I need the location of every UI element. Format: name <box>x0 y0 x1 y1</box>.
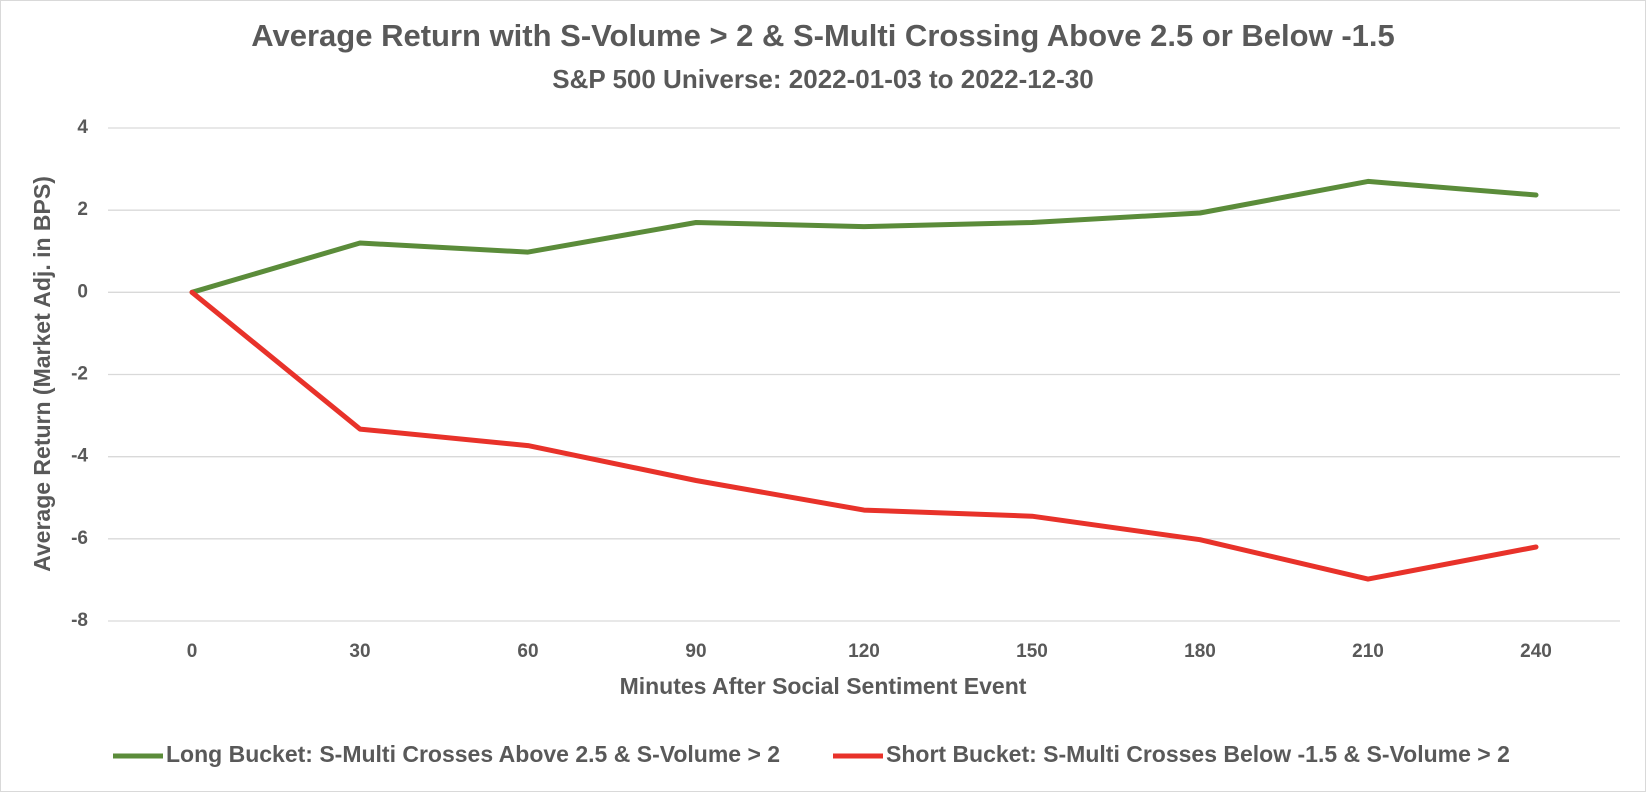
y-tick-label: -4 <box>71 446 88 467</box>
x-tick-label: 150 <box>1016 641 1048 662</box>
y-axis-title: Average Return (Market Adj. in BPS) <box>29 176 55 572</box>
series-line <box>189 178 1539 295</box>
y-tick-label: -6 <box>71 528 88 549</box>
x-tick-label: 240 <box>1520 641 1552 662</box>
y-tick-label: -8 <box>71 610 88 631</box>
x-tick-label: 210 <box>1352 641 1384 662</box>
y-tick-label: -2 <box>71 364 88 385</box>
chart-title: Average Return with S-Volume > 2 & S-Mul… <box>251 18 1395 53</box>
y-tick-label: 2 <box>77 199 88 220</box>
y-tick-label: 0 <box>77 281 88 302</box>
x-tick-label: 0 <box>187 641 198 662</box>
chart-subtitle: S&P 500 Universe: 2022-01-03 to 2022-12-… <box>552 64 1094 94</box>
y-tick-label: 4 <box>77 117 88 138</box>
x-tick-label: 90 <box>685 641 706 662</box>
series-line <box>189 289 1539 582</box>
legend-label: Short Bucket: S-Multi Crosses Below -1.5… <box>886 741 1510 767</box>
x-tick-label: 30 <box>349 641 370 662</box>
x-tick-label: 120 <box>848 641 880 662</box>
legend-label: Long Bucket: S-Multi Crosses Above 2.5 &… <box>166 741 780 767</box>
x-tick-label: 60 <box>517 641 538 662</box>
x-tick-label: 180 <box>1184 641 1216 662</box>
x-axis-title: Minutes After Social Sentiment Event <box>620 673 1027 699</box>
